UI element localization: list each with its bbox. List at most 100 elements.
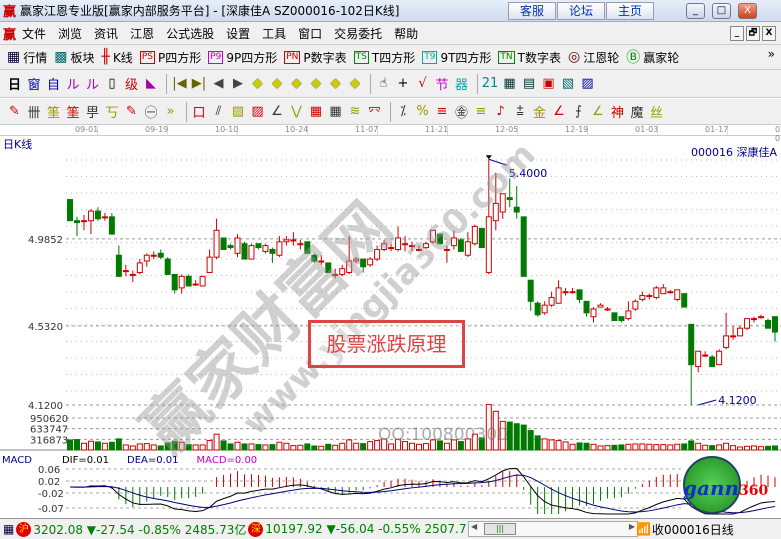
draw-tool-icon-1[interactable]: 卌 bbox=[27, 106, 41, 121]
draw-tool-icon-27[interactable]: ∠ bbox=[553, 104, 565, 119]
tool-icon-15[interactable]: ◆ bbox=[330, 76, 341, 91]
tool-icon-5[interactable]: 级 bbox=[124, 78, 138, 93]
tool-icon-21[interactable]: 器 bbox=[454, 78, 468, 93]
toolbar-button-5[interactable]: PN P数字表 bbox=[284, 49, 347, 66]
draw-tool-icon-18[interactable]: 㓁 bbox=[367, 106, 381, 121]
horizontal-scrollbar[interactable]: ◀ ||| ▶ bbox=[468, 521, 638, 537]
mdi-close-button[interactable]: X bbox=[762, 26, 776, 41]
draw-tool-icon-24[interactable]: ♪ bbox=[496, 104, 505, 119]
menu-item[interactable]: 工具 bbox=[262, 26, 287, 41]
tool-icon-3[interactable]: ル bbox=[85, 78, 99, 93]
menu-item[interactable]: 江恩 bbox=[130, 26, 155, 41]
calendar-icon[interactable]: ▦ bbox=[3, 522, 15, 536]
toolbar-button-6[interactable]: TS T四方形 bbox=[353, 49, 415, 66]
tool-icon-16[interactable]: ◆ bbox=[350, 76, 360, 91]
close-button[interactable]: X bbox=[738, 3, 757, 19]
menu-item[interactable]: 帮助 bbox=[394, 26, 419, 41]
tool-icon-22[interactable]: 21 bbox=[481, 76, 499, 91]
draw-tool-icon-2[interactable]: 筀 bbox=[46, 106, 60, 121]
draw-tool-icon-26[interactable]: 金 bbox=[532, 106, 546, 121]
draw-tool-icon-30[interactable]: 神 bbox=[610, 106, 624, 121]
draw-tool-icon-29[interactable]: ∠ bbox=[592, 104, 604, 119]
toolbar-button-8[interactable]: TN T数字表 bbox=[498, 49, 561, 66]
draw-tool-icon-9[interactable]: 口 bbox=[192, 106, 206, 121]
draw-tool-icon-25[interactable]: ⩲ bbox=[516, 104, 524, 119]
toolbar-button-4[interactable]: P9 9P四方形 bbox=[208, 49, 277, 66]
draw-tool-icon-11[interactable]: ▨ bbox=[231, 104, 245, 119]
draw-tool-icon-13[interactable]: ∠ bbox=[271, 104, 283, 119]
tool-icon-4[interactable]: ▯ bbox=[108, 76, 116, 91]
more-icon[interactable]: » bbox=[767, 47, 775, 61]
tool-icon-10[interactable]: ▶ bbox=[233, 76, 243, 91]
tool-icon-1[interactable]: 自 bbox=[46, 78, 60, 93]
draw-tool-icon-19[interactable]: ⁒ bbox=[400, 104, 406, 119]
service-button[interactable]: 客服 bbox=[508, 2, 556, 20]
scroll-thumb[interactable]: ||| bbox=[484, 523, 516, 535]
draw-tool-icon-4[interactable]: 甼 bbox=[85, 106, 99, 121]
tool-icon-25[interactable]: ▣ bbox=[542, 76, 555, 91]
draw-tool-icon-3[interactable]: 筀 bbox=[66, 106, 80, 121]
tool-icon-11[interactable]: ◆ bbox=[252, 76, 263, 91]
volume-bar bbox=[674, 443, 681, 451]
homepage-button[interactable]: 主页 bbox=[606, 2, 654, 20]
forum-button[interactable]: 论坛 bbox=[557, 2, 605, 20]
tool-icon-24[interactable]: ▤ bbox=[522, 76, 536, 91]
draw-tool-icon-21[interactable]: ≡ bbox=[436, 104, 448, 119]
draw-tool-icon-6[interactable]: ✎ bbox=[126, 104, 137, 119]
draw-tool-icon-14[interactable]: ⋁ bbox=[291, 104, 302, 119]
draw-tool-icon-22[interactable]: ㊎ bbox=[454, 106, 468, 121]
tool-icon-0[interactable]: 窗 bbox=[27, 78, 41, 93]
scroll-left-button[interactable]: ◀ bbox=[471, 522, 478, 531]
menu-item[interactable]: 设置 bbox=[226, 26, 251, 41]
draw-tool-icon-28[interactable]: ⨍ bbox=[575, 104, 582, 119]
tool-icon-7[interactable]: |◀ bbox=[172, 76, 187, 91]
draw-tool-icon-7[interactable]: ㊀ bbox=[144, 106, 158, 121]
toolbar-button-0[interactable]: ▦ 行情 bbox=[7, 49, 47, 66]
toolbar-button-3[interactable]: PS P四方形 bbox=[139, 49, 201, 66]
draw-tool-icon-31[interactable]: 魔 bbox=[630, 106, 644, 121]
tool-icon-27[interactable]: ▨ bbox=[581, 76, 594, 91]
tool-icon-6[interactable]: ◣ bbox=[146, 76, 156, 91]
draw-tool-icon-20[interactable]: % bbox=[416, 104, 429, 119]
draw-tool-icon-10[interactable]: ⫽ bbox=[215, 104, 222, 119]
menu-item[interactable]: 交易委托 bbox=[334, 26, 383, 41]
kline-chart[interactable]: 4.9852 4.5320 4.1200 5.4000 4.1200 9506206337… bbox=[0, 136, 781, 518]
toolbar-button-1[interactable]: ▩ 板块 bbox=[54, 49, 94, 66]
period-select[interactable]: 日 bbox=[7, 78, 21, 93]
tool-icon-12[interactable]: ◆ bbox=[272, 76, 282, 91]
menu-item[interactable]: 窗口 bbox=[298, 26, 323, 41]
tool-icon-2[interactable]: ル bbox=[66, 78, 80, 93]
draw-tool-icon-23[interactable]: ≡ bbox=[475, 104, 487, 119]
menu-item[interactable]: 公式选股 bbox=[166, 26, 215, 41]
tool-icon-14[interactable]: ◆ bbox=[311, 76, 321, 91]
menu-item[interactable]: 文件 bbox=[22, 26, 47, 41]
tool-icon-9[interactable]: ◀ bbox=[213, 76, 224, 91]
draw-tool-icon-12[interactable]: ▨ bbox=[251, 104, 264, 119]
draw-tool-icon-32[interactable]: 丝 bbox=[649, 106, 663, 121]
draw-tool-icon-15[interactable]: ▦ bbox=[309, 104, 323, 119]
minimize-button[interactable]: _ bbox=[686, 3, 705, 19]
tool-icon-19[interactable]: √ bbox=[418, 76, 427, 91]
tool-icon-26[interactable]: ▧ bbox=[561, 76, 575, 91]
mdi-restore-button[interactable]: 🗗 bbox=[746, 26, 760, 41]
tool-icon-20[interactable]: 节 bbox=[435, 78, 449, 93]
mdi-minimize-button[interactable]: _ bbox=[730, 26, 744, 41]
draw-tool-icon-17[interactable]: ≋ bbox=[349, 104, 361, 119]
tool-icon-8[interactable]: ▶| bbox=[191, 76, 207, 91]
maximize-button[interactable]: □ bbox=[712, 3, 731, 19]
menu-item[interactable]: 资讯 bbox=[94, 26, 119, 41]
tool-icon-18[interactable]: + bbox=[397, 76, 409, 91]
tool-icon-23[interactable]: ▦ bbox=[503, 76, 516, 91]
toolbar-button-10[interactable]: Ⓑ 赢家轮 bbox=[626, 47, 679, 67]
draw-tool-icon-16[interactable]: ▦ bbox=[329, 104, 342, 119]
scroll-right-button[interactable]: ▶ bbox=[628, 522, 635, 531]
toolbar-button-7[interactable]: T9 9T四方形 bbox=[422, 49, 491, 66]
draw-tool-icon-8[interactable]: » bbox=[166, 104, 175, 119]
menu-item[interactable]: 浏览 bbox=[58, 26, 83, 41]
tool-icon-17[interactable]: ☝ bbox=[379, 76, 388, 91]
toolbar-button-2[interactable]: ╫ K线 bbox=[102, 49, 133, 66]
draw-tool-icon-5[interactable]: 丂 bbox=[105, 106, 119, 121]
toolbar-button-9[interactable]: ◎ 江恩轮 bbox=[568, 49, 619, 66]
draw-tool-icon-0[interactable]: ✎ bbox=[9, 104, 20, 119]
tool-icon-13[interactable]: ◆ bbox=[291, 76, 302, 91]
